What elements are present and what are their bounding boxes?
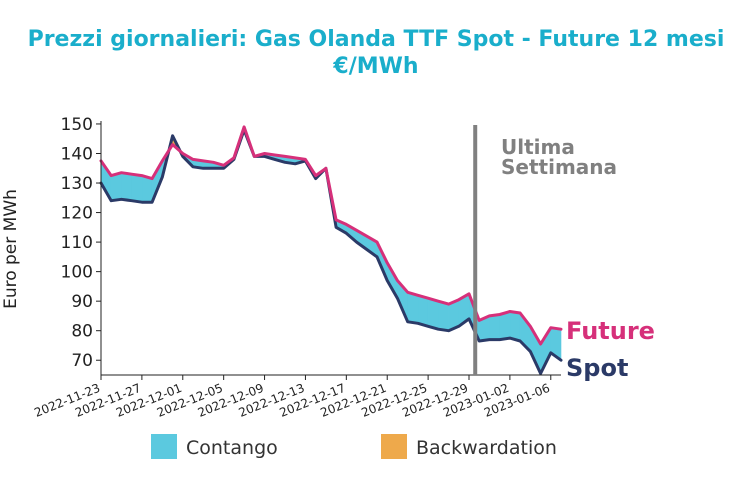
spread-fill-segment [407,291,419,324]
x-ticks: 2022-11-232022-11-272022-12-012022-12-05… [32,375,552,420]
spread-fill-segment [110,172,122,202]
future-series-label: Future [566,317,655,345]
y-ticks: 70 80 90 100 110 120 130 140 150 [61,115,101,371]
area-fills [100,126,562,374]
spread-fill-segment [427,297,439,330]
annotation-line2: Settimana [501,155,617,179]
legend-swatch-backwardation [381,434,407,459]
spread-fill-segment [509,311,521,342]
y-tick-label: 100 [61,263,93,283]
y-tick-label: 130 [61,174,93,194]
last-week-annotation: Ultima Settimana [473,125,617,375]
y-tick-label: 80 [71,322,93,342]
chart-title-line2: €/MWh [332,54,418,79]
y-tick-label: 110 [61,233,93,253]
spread-fill-segment [438,300,449,332]
axes [100,121,561,376]
legend-label-backwardation: Backwardation [416,437,557,459]
y-tick-label: 140 [61,144,93,164]
spread-fill-segment [131,173,143,203]
y-tick-label: 70 [71,351,93,371]
y-tick-label: 120 [61,204,93,224]
chart-title-line1: Prezzi giornalieri: Gas Olanda TTF Spot … [28,27,725,52]
legend-swatch-contango [151,434,177,459]
annotation-line1: Ultima [501,135,575,159]
legend-label-contango: Contango [186,437,278,459]
y-tick-label: 90 [71,292,93,312]
spread-fill-segment [417,294,429,327]
spot-series-label: Spot [566,354,628,382]
series-lines [99,125,563,375]
y-tick-label: 150 [61,115,93,135]
y-axis-label: Euro per MWh [1,189,21,309]
future-line [99,125,563,346]
spread-fill-segment [499,311,511,340]
spread-fill-segment [489,314,500,340]
legend: Contango Backwardation [151,434,557,459]
spread-fill-segment [121,172,132,202]
